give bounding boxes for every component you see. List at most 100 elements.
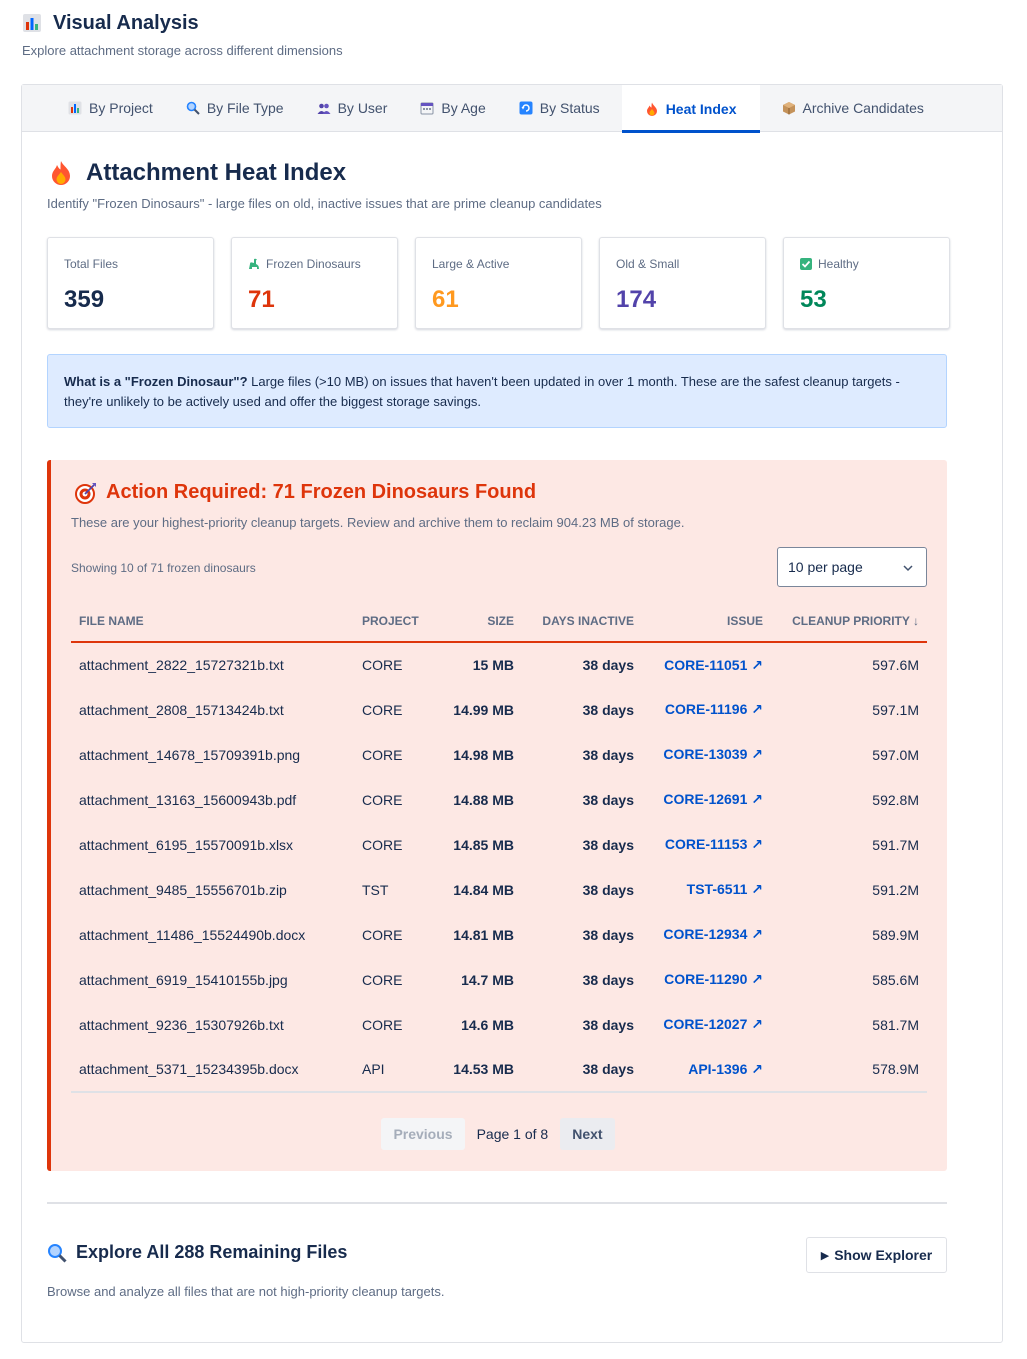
size: 14.84 MB bbox=[453, 881, 514, 898]
column-header-size[interactable]: Size bbox=[429, 600, 514, 643]
action-required-panel: Action Required: 71 Frozen Dinosaurs Fou… bbox=[47, 460, 947, 1171]
explore-title-row: Explore All 288 Remaining Files bbox=[47, 1242, 347, 1263]
refresh-icon bbox=[519, 101, 533, 115]
tab-by-age[interactable]: By Age bbox=[409, 85, 496, 131]
tab-by-file-type[interactable]: By File Type bbox=[175, 85, 295, 131]
tab-label: Heat Index bbox=[665, 100, 737, 117]
magnifier-icon bbox=[47, 1243, 67, 1263]
issue-link[interactable]: TST-6511 ↗ bbox=[686, 881, 763, 897]
issue-link[interactable]: CORE-12934 ↗ bbox=[663, 926, 763, 942]
page-subtitle: Explore attachment storage across differ… bbox=[22, 43, 343, 58]
issue-link[interactable]: CORE-11051 ↗ bbox=[664, 656, 763, 673]
tab-label: By Status bbox=[539, 100, 600, 116]
size: 14.7 MB bbox=[461, 971, 514, 988]
column-header-cleanup-priority[interactable]: Cleanup Priority ↓ bbox=[763, 600, 927, 643]
stat-value: 359 bbox=[64, 286, 105, 313]
tab-archive-candidates[interactable]: Archive Candidates bbox=[771, 85, 935, 131]
project: CORE bbox=[362, 791, 403, 808]
cleanup-priority: 591.2M bbox=[872, 881, 919, 898]
stat-label: Healthy bbox=[818, 257, 859, 271]
tab-bar: By Project By File Type By User By Age B… bbox=[22, 85, 1002, 133]
file-name: attachment_6195_15570091b.xlsx bbox=[79, 836, 294, 853]
column-header-project[interactable]: Project bbox=[354, 600, 429, 643]
explore-title: Explore All 288 Remaining Files bbox=[76, 1242, 348, 1262]
fire-icon bbox=[645, 102, 659, 116]
frozen-dinosaurs-table: File Name Project Size Days Inactive Iss… bbox=[71, 600, 927, 1093]
column-header-days-inactive[interactable]: Days Inactive bbox=[514, 600, 634, 643]
bar-chart-icon bbox=[68, 101, 82, 115]
cleanup-priority: 589.9M bbox=[872, 926, 919, 943]
stat-card-large-active: Large & Active 61 bbox=[415, 237, 582, 329]
tab-label: By Project bbox=[89, 100, 153, 116]
column-header-issue[interactable]: Issue bbox=[634, 600, 763, 643]
project: CORE bbox=[362, 836, 403, 853]
issue-link[interactable]: CORE-11196 ↗ bbox=[664, 701, 763, 717]
tab-label: By Age bbox=[441, 100, 486, 116]
table-header-row: File Name Project Size Days Inactive Iss… bbox=[71, 600, 927, 643]
stat-label: Old & Small bbox=[616, 257, 680, 271]
fire-icon bbox=[50, 160, 72, 186]
cleanup-priority: 597.0M bbox=[872, 746, 919, 763]
file-name: attachment_6919_15410155b.jpg bbox=[79, 971, 288, 988]
cleanup-priority: 592.8M bbox=[872, 791, 919, 808]
tab-by-project[interactable]: By Project bbox=[57, 85, 164, 131]
show-explorer-label: Show Explorer bbox=[834, 1247, 933, 1263]
file-name: attachment_14678_15709391b.png bbox=[79, 746, 301, 763]
issue-link[interactable]: CORE-12691 ↗ bbox=[663, 791, 763, 807]
issue-link[interactable]: CORE-12027 ↗ bbox=[663, 1016, 763, 1032]
per-page-select[interactable]: 10 per page bbox=[777, 547, 927, 587]
play-icon: ▶ bbox=[820, 1249, 830, 1262]
issue-link[interactable]: CORE-11290 ↗ bbox=[664, 971, 763, 987]
project: CORE bbox=[362, 926, 403, 943]
project: API bbox=[354, 1047, 429, 1093]
next-page-button[interactable]: Next bbox=[560, 1118, 615, 1150]
table-row: attachment_6195_15570091b.xlsx CORE 14.8… bbox=[71, 822, 927, 867]
project: CORE bbox=[362, 1016, 403, 1033]
column-header-file-name[interactable]: File Name bbox=[71, 600, 354, 643]
size: 14.85 MB bbox=[453, 836, 514, 853]
stat-value: 174 bbox=[616, 286, 657, 313]
file-name: attachment_13163_15600943b.pdf bbox=[79, 791, 297, 808]
table-row: attachment_2808_15713424b.txt CORE 14.99… bbox=[71, 687, 927, 732]
days-inactive: 38 days bbox=[582, 657, 634, 673]
analysis-panel: By Project By File Type By User By Age B… bbox=[21, 84, 1003, 1343]
table-row: attachment_9485_15556701b.zip TST 14.84 … bbox=[71, 867, 927, 912]
stat-value: 71 bbox=[248, 286, 275, 313]
stat-value: 61 bbox=[432, 286, 459, 313]
page-header: Visual Analysis Explore attachment stora… bbox=[22, 10, 343, 59]
show-explorer-button[interactable]: ▶ Show Explorer bbox=[806, 1237, 947, 1273]
stat-card-healthy: Healthy 53 bbox=[783, 237, 950, 329]
page-info: Page 1 of 8 bbox=[476, 1126, 549, 1142]
size: 14.88 MB bbox=[453, 791, 514, 808]
tab-by-status[interactable]: By Status bbox=[508, 85, 611, 131]
size: 14.81 MB bbox=[453, 926, 514, 943]
cleanup-priority: 585.6M bbox=[872, 971, 919, 988]
file-name: attachment_9236_15307926b.txt bbox=[79, 1016, 284, 1033]
size: 14.53 MB bbox=[429, 1047, 514, 1093]
issue-link[interactable]: API-1396 ↗ bbox=[688, 1060, 763, 1077]
check-box-icon bbox=[800, 258, 812, 270]
days-inactive: 38 days bbox=[514, 1047, 634, 1093]
table-row: attachment_2822_15727321b.txt CORE 15 MB… bbox=[71, 642, 927, 687]
tab-by-user[interactable]: By User bbox=[306, 85, 399, 131]
issue-link[interactable]: CORE-13039 ↗ bbox=[663, 746, 763, 762]
stat-card-total-files: Total Files 359 bbox=[47, 237, 214, 329]
stat-card-frozen-dinosaurs: Frozen Dinosaurs 71 bbox=[231, 237, 398, 329]
issue-link[interactable]: CORE-11153 ↗ bbox=[664, 836, 763, 852]
chevron-down-icon bbox=[902, 562, 914, 574]
page-title-row: Visual Analysis bbox=[22, 10, 343, 36]
days-inactive: 38 days bbox=[582, 1016, 634, 1033]
explore-subtitle: Browse and analyze all files that are no… bbox=[47, 1284, 445, 1299]
days-inactive: 38 days bbox=[582, 926, 634, 943]
page-title: Visual Analysis bbox=[53, 11, 199, 34]
package-icon bbox=[782, 101, 796, 115]
tab-heat-index[interactable]: Heat Index bbox=[621, 85, 760, 133]
tab-label: By User bbox=[337, 100, 388, 116]
tab-label: Archive Candidates bbox=[802, 100, 924, 116]
file-name: attachment_11486_15524490b.docx bbox=[79, 926, 306, 943]
tab-label: By File Type bbox=[206, 100, 284, 116]
info-heading: What is a "Frozen Dinosaur"? bbox=[64, 374, 248, 389]
alert-title-row: Action Required: 71 Frozen Dinosaurs Fou… bbox=[75, 481, 536, 504]
previous-page-button[interactable]: Previous bbox=[381, 1118, 465, 1150]
file-name: attachment_9485_15556701b.zip bbox=[79, 881, 287, 898]
